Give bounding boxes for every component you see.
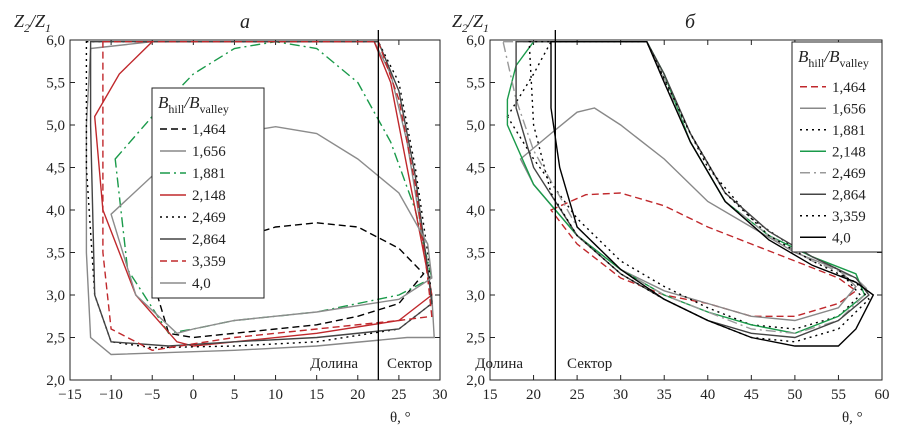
panel-a-legend-label-5: 2,864 [192, 232, 226, 248]
panel-a-xtick-label: 15 [309, 387, 324, 403]
panel-b-xtick-label: 35 [657, 387, 672, 403]
panel-a-series-line-6 [102, 41, 433, 352]
panel-a-xtick-label: 5 [231, 387, 239, 403]
panel-a-ytick-label: 3,0 [46, 288, 65, 304]
panel-b-ytick-label: 5,0 [466, 118, 485, 134]
panel-a-xtick-label: 0 [190, 387, 198, 403]
panel-a-xtick-label: 20 [350, 387, 365, 403]
panel-b: б Z2/Z1 15 20 25 30 35 40 45 50 55 60 2,0 2,5 3,0 3,5… [452, 11, 890, 426]
panel-b-ylabel-sub2: 2 [462, 21, 468, 35]
panel-a-ylabel-slash: /Z [29, 11, 46, 31]
panel-a-ytick-label: 3,5 [46, 246, 65, 262]
panel-b-ytick-label: 2,5 [466, 331, 485, 347]
panel-a-legend-label-6: 3,359 [192, 254, 226, 270]
panel-a-xlabel: θ, ° [390, 410, 411, 426]
panel-a-ytick-label: 5,5 [46, 76, 65, 92]
panel-b-ylabel: Z2/Z1 [452, 11, 489, 35]
panel-a-legend-label-4: 2,469 [192, 210, 226, 226]
panel-a-ytick-label: 2,5 [46, 331, 65, 347]
panel-a-ylabel-text: Z2/Z1 [14, 11, 51, 35]
panel-b-region-sector: Сектор [567, 356, 612, 372]
panel-b-legend-box [791, 41, 883, 253]
panel-a-xtick-label: 25 [391, 387, 406, 403]
panel-b-legend-label-4: 2,469 [832, 166, 866, 182]
panel-a-legend-label-1: 1,656 [192, 144, 226, 160]
panel-b-xtick-label: 45 [744, 387, 759, 403]
panel-b-ytick-label: 4,5 [466, 161, 485, 177]
panel-b-ytick-label: 2,0 [466, 373, 485, 389]
panel-b-region-valley: Долина [475, 356, 523, 372]
panel-a-xtick-label: 10 [268, 387, 283, 403]
panel-b-ylabel-sub1: 1 [483, 21, 489, 35]
panel-b-ytick-label: 3,5 [466, 246, 485, 262]
panel-b-xlabel: θ, ° [842, 410, 863, 426]
panel-b-ytick-label: 3,0 [466, 288, 485, 304]
panel-a-legend-title: Bhill/Bvalley [158, 93, 229, 116]
panel-b-legend-label-5: 2,864 [832, 187, 866, 203]
panel-a-xtick-label: 30 [433, 387, 448, 403]
panel-b-xtick-label: 15 [483, 387, 498, 403]
panel-b-legend-label-3: 2,148 [832, 144, 866, 160]
panel-a-region-sector: Сектор [387, 356, 432, 372]
panel-b-ytick-label: 4,0 [466, 203, 485, 219]
panel-b-series-line-2 [506, 41, 862, 330]
panel-b-legend-title: Bhill/Bvalley [798, 47, 869, 70]
panel-b-legend-label-2: 1,881 [832, 123, 866, 139]
panel-a-region-valley: Долина [310, 356, 358, 372]
panel-b-legend-label-7: 4,0 [832, 230, 851, 246]
panel-a-letter: а [240, 11, 250, 33]
panel-b-ylabel-slash: /Z [467, 11, 484, 31]
panel-b-xtick-label: 55 [831, 387, 846, 403]
panel-a-series-line-5 [89, 41, 433, 347]
panel-b-xtick-label: 30 [613, 387, 628, 403]
panel-a-ytick-label: 6,0 [46, 33, 65, 49]
panel-a: а Z2/Z1 −15 −10 −5 0 5 10 15 20 25 30 2,0 2,5 3,0 3,5… [14, 11, 448, 426]
panel-a-xtick-label: −15 [58, 387, 81, 403]
panel-a-ylabel-sub2: 2 [24, 21, 30, 35]
panel-a-legend-label-3: 2,148 [192, 188, 226, 204]
panel-b-series-line-6 [528, 41, 870, 343]
panel-a-ytick-label: 4,0 [46, 203, 65, 219]
panel-b-series-line-4 [502, 41, 870, 335]
panel-a-ytick-label: 4,5 [46, 161, 65, 177]
panel-a-legend-label-2: 1,881 [192, 166, 226, 182]
panel-a-ylabel-sub1: 1 [45, 21, 51, 35]
panel-b-series-line-5 [515, 41, 870, 339]
panel-b-ylabel-text: Z2/Z1 [452, 11, 489, 35]
panel-b-letter: б [685, 11, 696, 33]
panel-a-ytick-label: 2,0 [46, 373, 65, 389]
panel-b-series-line-7 [550, 41, 875, 347]
panel-b-legend-label-1: 1,656 [832, 101, 866, 117]
panel-a-ylabel-z2: Z [14, 11, 25, 31]
panel-b-legend-label-6: 3,359 [832, 209, 866, 225]
panel-b-ytick-label: 6,0 [466, 33, 485, 49]
panel-b-xtick-label: 25 [570, 387, 585, 403]
panel-a-xtick-label: −10 [99, 387, 122, 403]
panel-b-xtick-label: 40 [700, 387, 715, 403]
panel-a-ytick-label: 5,0 [46, 118, 65, 134]
panel-b-xtick-label: 50 [787, 387, 802, 403]
panel-b-legend-label-0: 1,464 [832, 80, 866, 96]
panel-a-xtick-label: −5 [144, 387, 160, 403]
panel-a-legend-label-7: 4,0 [192, 276, 211, 292]
panel-a-ylabel: Z2/Z1 [14, 11, 51, 35]
panel-a-legend-label-0: 1,464 [192, 122, 226, 138]
panel-b-xtick-label: 60 [875, 387, 890, 403]
panel-b-ylabel-z2: Z [452, 11, 463, 31]
panel-a-legend-box [151, 87, 265, 299]
panel-b-xtick-label: 20 [526, 387, 541, 403]
panel-b-ytick-label: 5,5 [466, 76, 485, 92]
